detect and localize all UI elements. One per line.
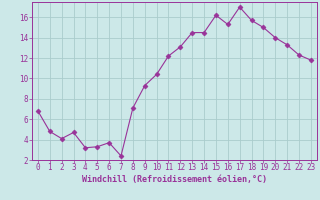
X-axis label: Windchill (Refroidissement éolien,°C): Windchill (Refroidissement éolien,°C): [82, 175, 267, 184]
